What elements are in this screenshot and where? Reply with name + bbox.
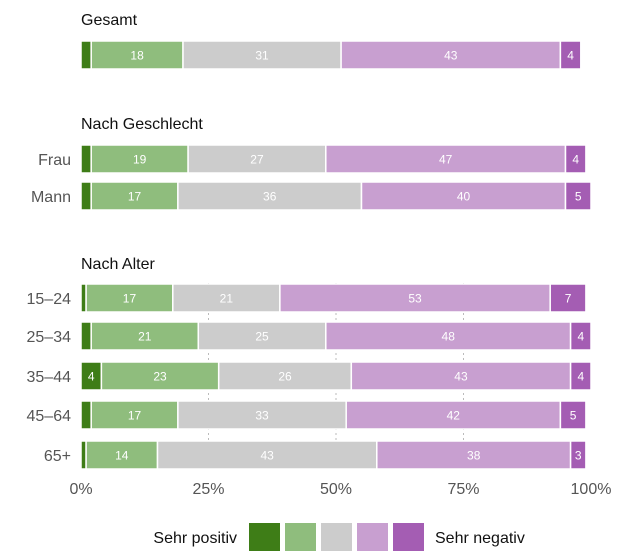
legend-label-right: Sehr negativ — [435, 530, 525, 547]
row-label: 65+ — [44, 448, 71, 465]
bar-segment — [350, 361, 572, 391]
bar-segment — [90, 321, 200, 351]
bar-segment — [197, 321, 327, 351]
segment-value-label: 25 — [255, 330, 269, 344]
segment-value-label: 21 — [138, 330, 152, 344]
segment-value-label: 4 — [577, 330, 584, 344]
bar-segment — [80, 440, 87, 470]
segment-value-label: 4 — [577, 370, 584, 384]
bar-segment — [85, 283, 174, 313]
bar-segment — [80, 321, 92, 351]
segment-value-label: 7 — [565, 292, 572, 306]
bar-segment — [564, 181, 592, 211]
segment-value-label: 40 — [457, 190, 471, 204]
bar-segment — [80, 400, 92, 430]
legend-swatch — [393, 523, 424, 551]
segment-value-label: 14 — [115, 449, 129, 463]
bar-segment — [559, 40, 582, 70]
segment-value-label: 36 — [263, 190, 277, 204]
bar-segment — [325, 321, 572, 351]
x-tick-label: 75% — [447, 481, 479, 498]
segment-value-label: 43 — [444, 49, 458, 63]
segment-value-label: 23 — [153, 370, 167, 384]
x-tick-label: 50% — [320, 481, 352, 498]
row-label: 25–34 — [27, 329, 72, 346]
row-label: Frau — [38, 152, 71, 169]
segment-value-label: 31 — [255, 49, 269, 63]
row-label: Mann — [31, 189, 71, 206]
segment-value-label: 33 — [255, 409, 269, 423]
group-title: Gesamt — [81, 12, 138, 29]
bar-segment — [569, 361, 592, 391]
legend-swatch — [249, 523, 280, 551]
legend-label-left: Sehr positiv — [153, 530, 237, 547]
segment-value-label: 43 — [454, 370, 468, 384]
segment-value-label: 21 — [220, 292, 234, 306]
segment-value-label: 4 — [572, 153, 579, 167]
segment-value-label: 17 — [128, 409, 142, 423]
bar-segment — [100, 361, 220, 391]
segment-value-label: 5 — [575, 190, 582, 204]
bar-segment — [345, 400, 562, 430]
segment-value-label: 18 — [130, 49, 144, 63]
x-tick-label: 25% — [192, 481, 224, 498]
group-title: Nach Geschlecht — [81, 116, 203, 133]
legend-swatch — [357, 523, 388, 551]
segment-value-label: 17 — [128, 190, 142, 204]
row-label: 35–44 — [27, 369, 72, 386]
bar-segment — [360, 181, 567, 211]
segment-value-label: 38 — [467, 449, 481, 463]
bar-segment — [80, 181, 92, 211]
bar-segment — [564, 144, 587, 174]
legend-swatch — [285, 523, 316, 551]
bar-segment — [156, 440, 378, 470]
bar-segment — [187, 144, 327, 174]
segment-value-label: 53 — [408, 292, 422, 306]
x-tick-label: 100% — [571, 481, 612, 498]
segment-value-label: 42 — [447, 409, 461, 423]
segment-value-label: 47 — [439, 153, 453, 167]
bar-segment — [569, 440, 587, 470]
bar-segment — [90, 400, 179, 430]
bar-segment — [80, 283, 87, 313]
segment-value-label: 26 — [278, 370, 292, 384]
bar-segment — [569, 321, 592, 351]
bar-segment — [177, 400, 347, 430]
bar-segment — [80, 40, 92, 70]
bar-segment — [90, 181, 179, 211]
segment-value-label: 4 — [88, 370, 95, 384]
group-title: Nach Alter — [81, 256, 155, 273]
segment-value-label: 3 — [575, 449, 582, 463]
bar-segment — [279, 283, 551, 313]
segment-value-label: 27 — [250, 153, 264, 167]
segment-value-label: 5 — [570, 409, 577, 423]
bar-segment — [376, 440, 572, 470]
segment-value-label: 48 — [442, 330, 456, 344]
segment-value-label: 17 — [123, 292, 137, 306]
legend-swatch — [321, 523, 352, 551]
bar-segment — [172, 283, 281, 313]
bar-segment — [80, 144, 92, 174]
bar-segment — [549, 283, 587, 313]
bar-segment — [340, 40, 562, 70]
x-tick-label: 0% — [69, 481, 92, 498]
row-label: 15–24 — [27, 291, 72, 308]
bar-segment — [559, 400, 587, 430]
segment-value-label: 19 — [133, 153, 147, 167]
segment-value-label: 43 — [260, 449, 274, 463]
bar-segment — [177, 181, 363, 211]
segment-value-label: 4 — [567, 49, 574, 63]
row-label: 45–64 — [27, 408, 72, 425]
bar-segment — [85, 440, 159, 470]
